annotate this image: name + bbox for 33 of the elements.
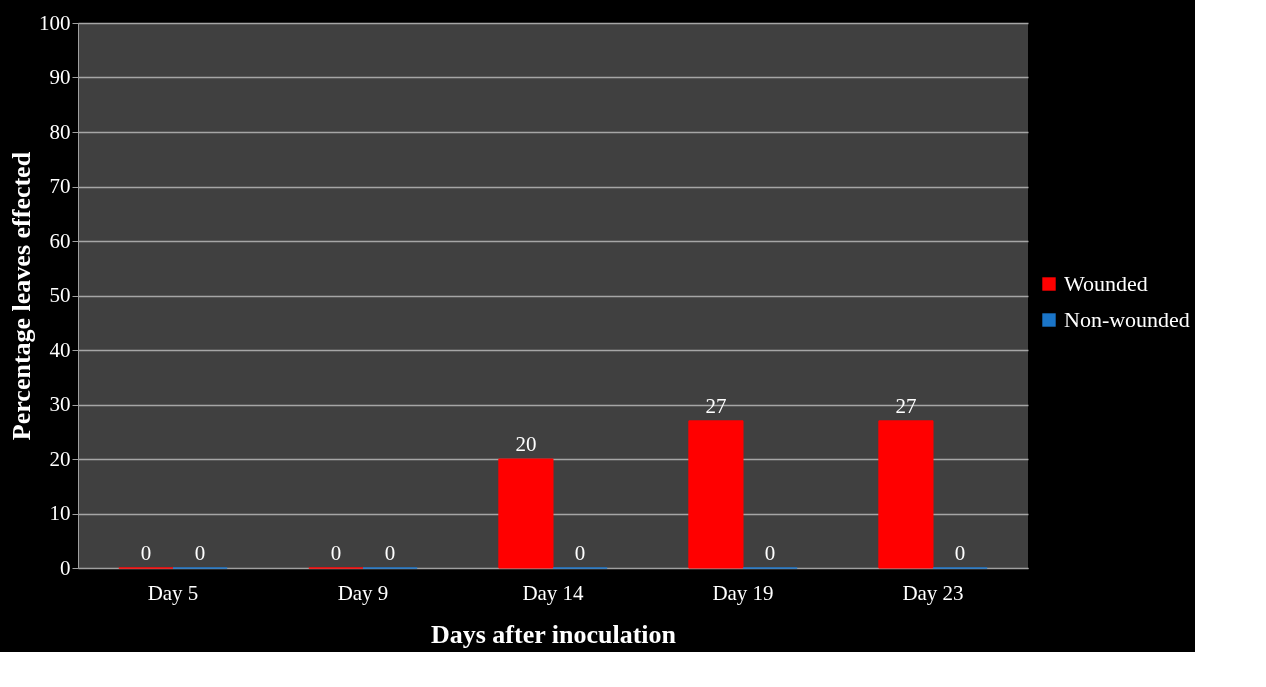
data-label: 0 bbox=[384, 541, 396, 565]
x-tick-label: Day 23 bbox=[902, 580, 964, 605]
bar bbox=[498, 458, 554, 569]
legend-label: Wounded bbox=[1064, 271, 1148, 296]
y-tick-label: 50 bbox=[49, 283, 71, 307]
y-tick-label: 100 bbox=[39, 10, 71, 35]
data-label: 20 bbox=[515, 432, 537, 456]
y-tick-label: 30 bbox=[49, 392, 71, 416]
data-label: 0 bbox=[140, 541, 152, 565]
data-label: 27 bbox=[705, 393, 727, 418]
bar bbox=[688, 420, 744, 569]
bar bbox=[878, 420, 934, 569]
y-tick-label: 40 bbox=[49, 337, 71, 362]
y-tick-label: 0 bbox=[60, 555, 71, 580]
y-tick-label: 20 bbox=[49, 446, 71, 471]
data-label: 0 bbox=[574, 541, 586, 565]
y-tick-label: 60 bbox=[49, 228, 71, 253]
y-tick-label: 80 bbox=[49, 119, 71, 144]
data-label: 0 bbox=[764, 541, 776, 565]
x-axis-title: Days after inoculation bbox=[430, 619, 677, 649]
data-label: 0 bbox=[194, 541, 206, 565]
x-tick-label: Day 9 bbox=[337, 580, 389, 605]
y-axis-title: Percentage leaves effected bbox=[7, 151, 36, 441]
legend-label: Non-wounded bbox=[1064, 307, 1190, 332]
data-label: 27 bbox=[895, 393, 917, 418]
x-tick-label: Day 5 bbox=[147, 580, 199, 605]
data-label: 0 bbox=[330, 541, 342, 565]
x-tick-label: Day 19 bbox=[712, 580, 774, 605]
y-tick-label: 10 bbox=[49, 501, 71, 525]
x-tick-label: Day 14 bbox=[522, 580, 585, 605]
data-label: 0 bbox=[954, 541, 966, 565]
y-tick-label: 70 bbox=[49, 174, 71, 198]
y-tick-label: 90 bbox=[49, 65, 71, 89]
